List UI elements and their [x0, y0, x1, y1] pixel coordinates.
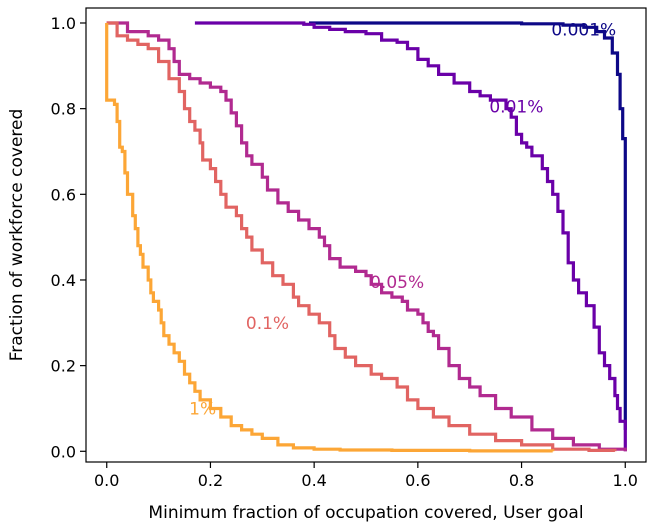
y-tick-label: 0.2: [51, 357, 76, 376]
x-tick-label: 0.6: [405, 471, 430, 490]
series-group: [105, 21, 627, 453]
series-labels: 0.001% 0.01% 0.05% 0.1% 1%: [189, 20, 616, 419]
series-line: [194, 21, 627, 452]
x-axis-title: Minimum fraction of occupation covered, …: [148, 503, 583, 523]
y-tick-label: 0.8: [51, 100, 76, 119]
series-line: [309, 21, 627, 430]
x-tick-label: 0.2: [198, 471, 223, 490]
y-tick-label: 0.4: [51, 271, 76, 290]
series-label: 0.01%: [489, 98, 543, 118]
x-tick-label: 0.4: [301, 471, 326, 490]
y-tick-label: 0.6: [51, 185, 76, 204]
x-axis: 0.0 0.2 0.4 0.6 0.8 1.0: [94, 462, 638, 490]
series-label: 1%: [189, 399, 216, 419]
y-axis: 0.0 0.2 0.4 0.6 0.8 1.0: [51, 14, 86, 461]
y-tick-label: 1.0: [51, 14, 76, 33]
series-line: [105, 23, 555, 453]
x-tick-label: 0.8: [509, 471, 534, 490]
series-line: [106, 21, 627, 452]
y-axis-title: Fraction of workforce covered: [7, 109, 27, 362]
series-line: [106, 21, 617, 452]
x-tick-label: 1.0: [613, 471, 638, 490]
series-label: 0.001%: [551, 20, 616, 40]
series-label: 0.1%: [246, 314, 289, 334]
y-tick-label: 0.0: [51, 442, 76, 461]
x-tick-label: 0.0: [94, 471, 119, 490]
plot-frame: [85, 7, 647, 463]
series-label: 0.05%: [370, 273, 424, 293]
